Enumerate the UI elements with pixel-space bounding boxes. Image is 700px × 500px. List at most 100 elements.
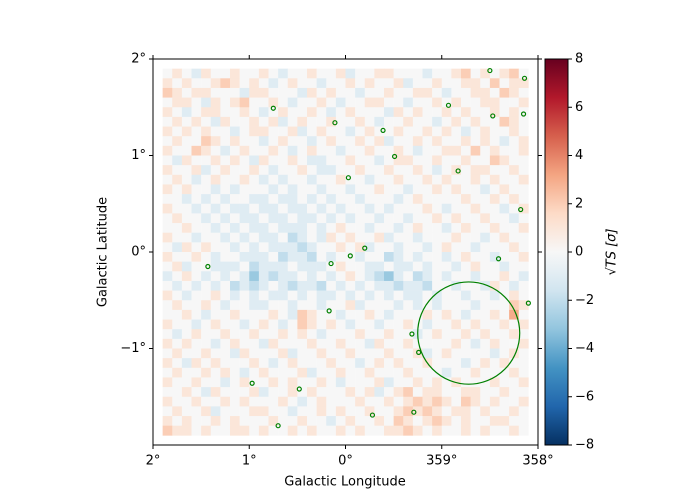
heatmap-cell	[432, 145, 443, 156]
heatmap-cell	[230, 300, 240, 311]
heatmap-cell	[249, 290, 260, 301]
heatmap-cell	[268, 194, 279, 205]
heatmap-cell	[172, 184, 183, 195]
source-marker	[495, 256, 502, 262]
heatmap-cell	[499, 406, 510, 417]
heatmap-cell	[470, 367, 481, 378]
heatmap-cell	[230, 232, 240, 243]
y-axis-label: Galactic Latitude	[96, 197, 111, 307]
heatmap-cell	[489, 319, 500, 330]
heatmap-cell	[422, 97, 433, 108]
heatmap-cell	[249, 406, 260, 417]
heatmap-cell	[364, 319, 375, 330]
heatmap-cell	[316, 425, 327, 436]
heatmap-cell	[326, 252, 337, 262]
heatmap-cell	[403, 223, 414, 233]
heatmap-cell	[364, 184, 375, 195]
heatmap-cell	[297, 290, 308, 301]
heatmap-cell	[326, 174, 337, 185]
heatmap-cell	[278, 387, 289, 398]
heatmap-cell	[412, 252, 423, 262]
heatmap-cell	[316, 300, 327, 311]
heatmap-cell	[172, 367, 183, 378]
heatmap-cell	[461, 406, 471, 417]
heatmap-cell	[335, 261, 346, 272]
heatmap-cell	[518, 387, 529, 398]
heatmap-cell	[258, 290, 269, 301]
heatmap-cell	[393, 377, 404, 388]
heatmap-cell	[480, 213, 491, 224]
heatmap-cell	[518, 97, 529, 108]
heatmap-cell	[441, 300, 452, 311]
heatmap-cell	[432, 348, 443, 359]
heatmap-cell	[297, 78, 308, 89]
heatmap-cell	[162, 300, 173, 311]
heatmap-cell	[220, 194, 231, 205]
source-marker	[332, 120, 338, 126]
x-tick-label: 2°	[146, 454, 161, 469]
heatmap-cell	[461, 377, 471, 388]
heatmap-cell	[480, 184, 491, 195]
heatmap-cell	[335, 387, 346, 398]
heatmap-cell	[268, 319, 279, 330]
heatmap-cell	[451, 396, 462, 407]
heatmap-cell	[384, 213, 394, 224]
heatmap-cell	[287, 290, 298, 301]
heatmap-cell	[278, 145, 289, 156]
heatmap-cell	[258, 358, 269, 369]
heatmap-cell	[258, 338, 269, 349]
heatmap-cell	[191, 377, 202, 388]
heatmap-cell	[335, 416, 346, 426]
heatmap-cell	[172, 145, 183, 156]
heatmap-cell	[489, 213, 500, 224]
heatmap-cell	[489, 155, 500, 166]
heatmap-cell	[470, 223, 481, 233]
heatmap-cell	[451, 387, 462, 398]
heatmap-cell	[355, 377, 366, 388]
heatmap-cell	[461, 329, 471, 340]
heatmap-cell	[258, 387, 269, 398]
heatmap-cell	[461, 126, 471, 137]
heatmap-cell	[432, 319, 443, 330]
heatmap-cell	[239, 377, 250, 388]
source-marker	[326, 308, 332, 314]
heatmap-cell	[461, 338, 471, 349]
heatmap-cell	[162, 87, 173, 98]
heatmap-cell	[162, 329, 173, 340]
heatmap-cell	[335, 290, 346, 301]
heatmap-cell	[210, 87, 221, 98]
heatmap-cell	[403, 406, 414, 417]
heatmap-cell	[374, 329, 385, 340]
heatmap-cell	[297, 252, 308, 262]
heatmap-cell	[461, 223, 471, 233]
heatmap-cell	[374, 136, 385, 147]
heatmap-cell	[480, 271, 491, 282]
heatmap-cell	[489, 406, 500, 417]
heatmap-cell	[287, 242, 298, 253]
heatmap-cell	[258, 213, 269, 224]
heatmap-cell	[239, 271, 250, 282]
heatmap-cell	[191, 319, 202, 330]
heatmap-cell	[230, 97, 240, 108]
heatmap-cell	[249, 87, 260, 98]
heatmap-cell	[201, 194, 212, 205]
heatmap-cell	[307, 107, 317, 118]
heatmap-cell	[364, 174, 375, 185]
heatmap-cell	[287, 184, 298, 195]
heatmap-cell	[201, 300, 212, 311]
heatmap-cell	[201, 174, 212, 185]
heatmap-cell	[432, 300, 443, 311]
heatmap-cell	[441, 425, 452, 436]
heatmap-cell	[316, 252, 327, 262]
heatmap-cell	[441, 396, 452, 407]
heatmap-cell	[393, 396, 404, 407]
heatmap-cell	[307, 145, 317, 156]
heatmap-cell	[422, 261, 433, 272]
heatmap-cell	[316, 145, 327, 156]
heatmap-cell	[461, 194, 471, 205]
heatmap-cell	[364, 425, 375, 436]
heatmap-cell	[210, 213, 221, 224]
heatmap-cell	[499, 213, 510, 224]
heatmap-cell	[239, 97, 250, 108]
heatmap-cell	[181, 319, 192, 330]
